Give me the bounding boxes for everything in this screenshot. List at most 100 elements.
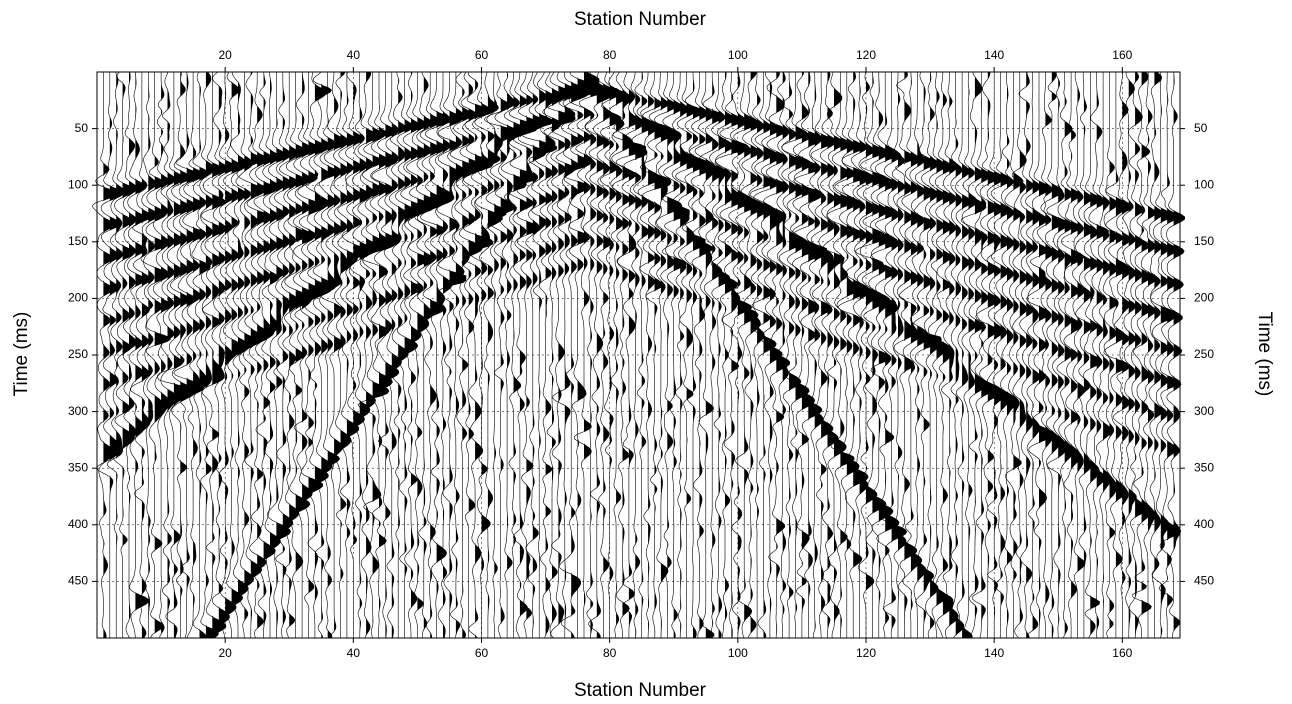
y-tick-label-left: 50 bbox=[75, 121, 89, 135]
trace-fill bbox=[308, 72, 325, 638]
y-axis-label-right: Time (ms) bbox=[1254, 312, 1275, 397]
trace-fill bbox=[455, 72, 466, 638]
trace-fill bbox=[609, 72, 621, 638]
trace bbox=[1113, 72, 1132, 638]
trace-fill bbox=[577, 72, 597, 638]
trace bbox=[521, 71, 558, 638]
trace bbox=[1004, 72, 1024, 638]
trace-fill bbox=[1173, 72, 1185, 638]
trace bbox=[304, 71, 332, 638]
trace-fill bbox=[891, 72, 907, 638]
trace-fill bbox=[154, 72, 171, 638]
trace bbox=[447, 72, 466, 639]
trace-fill bbox=[167, 72, 178, 638]
trace bbox=[297, 72, 326, 638]
trace-fill bbox=[757, 72, 768, 638]
trace-fill bbox=[930, 72, 940, 638]
trace bbox=[748, 72, 768, 638]
y-tick-label-right: 350 bbox=[1194, 460, 1214, 474]
trace-fill bbox=[782, 72, 790, 638]
trace-fill bbox=[385, 72, 400, 638]
trace-fill bbox=[635, 72, 647, 638]
trace bbox=[741, 71, 766, 639]
y-tick-label-left: 200 bbox=[68, 291, 88, 305]
trace-fill bbox=[270, 72, 281, 638]
y-tick-label-right: 150 bbox=[1194, 234, 1214, 248]
trace bbox=[1122, 71, 1137, 639]
trace bbox=[893, 71, 918, 638]
trace bbox=[436, 72, 467, 638]
trace bbox=[419, 72, 455, 638]
trace bbox=[127, 71, 150, 639]
trace bbox=[485, 72, 507, 639]
x-tick-label-bottom: 40 bbox=[347, 646, 361, 660]
x-tick-label-top: 60 bbox=[475, 48, 489, 62]
trace bbox=[371, 72, 401, 639]
trace bbox=[578, 71, 602, 639]
trace-fill bbox=[898, 72, 907, 638]
trace bbox=[826, 71, 855, 638]
trace-fill bbox=[776, 72, 790, 638]
trace-fill bbox=[1039, 72, 1054, 638]
trace bbox=[1025, 72, 1042, 639]
trace bbox=[449, 71, 479, 639]
trace bbox=[160, 71, 178, 638]
trace-fill bbox=[411, 72, 426, 638]
trace bbox=[593, 71, 615, 638]
x-tick-label-top: 40 bbox=[347, 48, 361, 62]
y-tick-label-right: 450 bbox=[1194, 574, 1214, 588]
trace bbox=[320, 71, 348, 639]
trace bbox=[639, 72, 672, 639]
trace-fill bbox=[1160, 72, 1178, 638]
y-tick-label-left: 100 bbox=[68, 177, 88, 191]
trace-fill bbox=[487, 72, 503, 638]
trace bbox=[999, 71, 1018, 639]
trace bbox=[1072, 71, 1086, 638]
y-tick-label-left: 450 bbox=[68, 574, 88, 588]
trace bbox=[182, 72, 206, 639]
trace-fill bbox=[1122, 72, 1131, 638]
x-tick-label-bottom: 100 bbox=[728, 646, 748, 660]
trace bbox=[122, 71, 138, 639]
trace bbox=[140, 72, 172, 639]
trace bbox=[909, 72, 930, 638]
trace bbox=[507, 71, 538, 639]
x-tick-label-bottom: 160 bbox=[1112, 646, 1132, 660]
trace bbox=[856, 71, 879, 638]
y-tick-label-left: 400 bbox=[68, 517, 88, 531]
trace bbox=[608, 71, 629, 639]
x-tick-label-top: 140 bbox=[984, 48, 1004, 62]
trace bbox=[512, 71, 544, 639]
trace-fill bbox=[532, 72, 547, 638]
trace-fill bbox=[1167, 72, 1181, 638]
trace-fill bbox=[1154, 72, 1163, 638]
trace-fill bbox=[225, 72, 237, 638]
trace bbox=[1046, 71, 1069, 638]
x-tick-label-top: 160 bbox=[1112, 48, 1132, 62]
y-tick-label-right: 400 bbox=[1194, 517, 1214, 531]
trace-fill bbox=[596, 72, 615, 638]
trace bbox=[1036, 72, 1054, 638]
trace-fill bbox=[616, 72, 628, 638]
trace bbox=[483, 71, 519, 639]
trace bbox=[337, 72, 360, 638]
trace bbox=[1011, 72, 1028, 639]
y-tick-label-left: 350 bbox=[68, 460, 88, 474]
trace-fill bbox=[795, 72, 810, 638]
trace bbox=[1131, 71, 1153, 638]
trace-fill bbox=[1019, 72, 1027, 638]
trace bbox=[312, 71, 336, 639]
trace bbox=[611, 71, 634, 638]
trace bbox=[1095, 72, 1112, 638]
trace bbox=[1026, 72, 1055, 638]
trace-fill bbox=[135, 72, 149, 638]
y-tick-label-right: 50 bbox=[1194, 121, 1208, 135]
x-tick-label-bottom: 120 bbox=[856, 646, 876, 660]
trace bbox=[671, 72, 690, 638]
trace bbox=[1127, 71, 1148, 639]
trace-fill bbox=[263, 72, 278, 638]
trace bbox=[292, 71, 316, 638]
y-tick-label-right: 100 bbox=[1194, 177, 1214, 191]
